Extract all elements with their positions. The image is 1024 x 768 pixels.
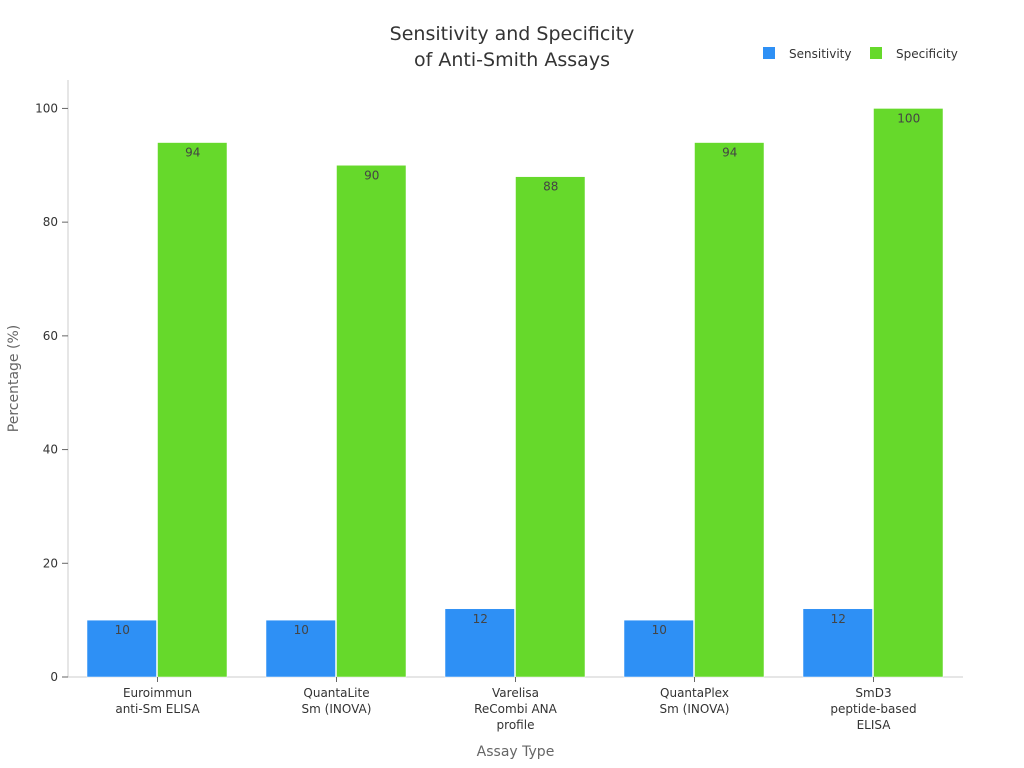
chart-title-line: Sensitivity and Specificity	[390, 23, 635, 45]
legend: Sensitivity Specificity	[763, 47, 958, 61]
legend-label-sensitivity: Sensitivity	[789, 47, 851, 61]
data-label-specificity: 100	[897, 111, 920, 125]
y-axis-title: Percentage (%)	[6, 325, 22, 432]
x-tick-label: peptide-based	[830, 702, 916, 716]
bar-sensitivity	[623, 619, 694, 678]
x-tick-label: ReCombi ANA	[474, 702, 558, 716]
bar-specificity	[694, 142, 765, 678]
x-tick-label: Varelisa	[492, 686, 539, 700]
x-tick-label: SmD3	[855, 686, 891, 700]
data-labels: 10 94 10 90 12 88 10 94 12 100	[115, 111, 921, 637]
x-tick-label: QuantaPlex	[660, 686, 729, 700]
data-label-sensitivity: 10	[115, 623, 130, 637]
bar-sensitivity	[265, 619, 336, 678]
bar-sensitivity	[802, 608, 873, 678]
legend-swatch-sensitivity	[763, 47, 775, 59]
legend-label-specificity: Specificity	[896, 47, 958, 61]
data-label-specificity: 90	[364, 168, 379, 182]
y-tick-label: 60	[43, 329, 58, 343]
legend-swatch-specificity	[870, 47, 882, 59]
x-tick-label: QuantaLite	[303, 686, 369, 700]
data-label-sensitivity: 10	[294, 623, 309, 637]
bar-specificity	[873, 108, 944, 678]
x-tick-label: profile	[497, 718, 535, 732]
data-label-sensitivity: 12	[473, 612, 488, 626]
y-tick-label: 100	[35, 101, 58, 115]
bar-specificity	[515, 176, 586, 678]
x-tick-label: anti-Sm ELISA	[115, 702, 200, 716]
x-tick-label: Euroimmun	[123, 686, 192, 700]
chart-title: Sensitivity and Specificity of Anti-Smith…	[390, 23, 635, 71]
bar-sensitivity	[86, 619, 157, 678]
data-label-sensitivity: 10	[652, 623, 667, 637]
y-tick-label: 80	[43, 215, 58, 229]
bar-sensitivity	[444, 608, 515, 678]
x-axis-title: Assay Type	[477, 744, 555, 760]
bars	[86, 108, 944, 678]
x-tick-label: Sm (INOVA)	[660, 702, 730, 716]
x-tick-labels: Euroimmun anti-Sm ELISA QuantaLite Sm (INOV…	[115, 677, 917, 732]
chart-title-line: of Anti-Smith Assays	[414, 49, 610, 71]
data-label-sensitivity: 12	[831, 612, 846, 626]
data-label-specificity: 94	[185, 146, 200, 160]
x-tick-label: ELISA	[857, 718, 892, 732]
x-tick-label: Sm (INOVA)	[302, 702, 372, 716]
bar-specificity	[157, 142, 228, 678]
data-label-specificity: 94	[722, 146, 737, 160]
bar-specificity	[336, 165, 407, 678]
data-label-specificity: 88	[543, 180, 558, 194]
y-tick-label: 0	[50, 670, 58, 684]
y-tick-label: 20	[43, 556, 58, 570]
y-tick-label: 40	[43, 443, 58, 457]
